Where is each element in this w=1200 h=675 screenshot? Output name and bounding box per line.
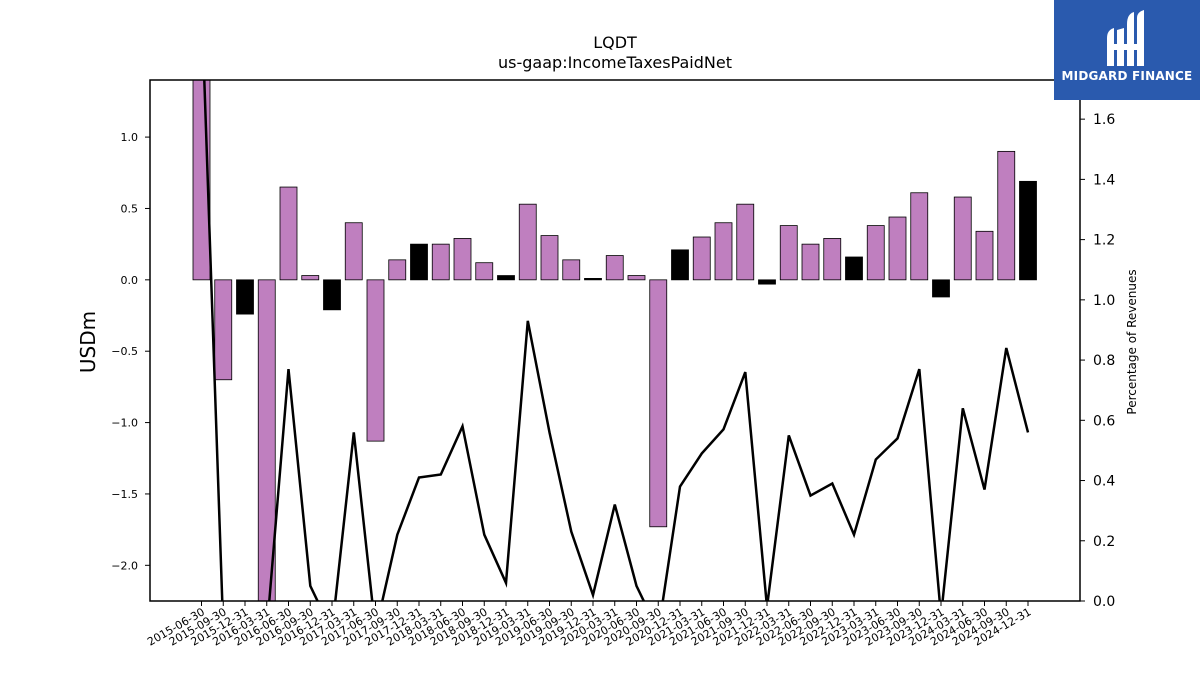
logo-text: MIDGARD FINANCE	[1061, 69, 1193, 83]
bar	[344, 222, 363, 281]
bar	[279, 186, 298, 281]
revenue-percentage-line	[203, 80, 1030, 601]
y-right-tick-label: 0.8	[1093, 353, 1115, 369]
bar	[453, 238, 472, 281]
y-right-tick-label: 1.2	[1093, 233, 1115, 249]
y-right-tick-label: 0.0	[1093, 594, 1115, 610]
bar	[236, 279, 254, 315]
bar	[214, 279, 233, 381]
bar-series	[192, 80, 1037, 601]
bar	[845, 256, 863, 281]
bar	[953, 196, 972, 281]
y-right-tick-label: 0.6	[1093, 413, 1115, 429]
bar	[323, 279, 341, 311]
chart-title: LQDT	[593, 33, 637, 52]
bar	[736, 203, 755, 281]
bar	[366, 279, 385, 442]
line-series	[203, 80, 1030, 601]
y-tick-label: −1.5	[111, 488, 138, 501]
bar	[497, 275, 515, 281]
bar	[692, 236, 711, 281]
midgard-logo-icon	[1107, 10, 1144, 66]
bar	[714, 222, 733, 281]
bar	[671, 249, 689, 281]
bar	[540, 235, 559, 281]
bar	[649, 279, 668, 528]
y-tick-label: −0.5	[111, 345, 138, 358]
plot-frame	[149, 79, 1081, 602]
y-tick-label: −2.0	[111, 559, 138, 572]
y-right-tick-label: 1.6	[1093, 112, 1115, 128]
bar	[975, 230, 994, 281]
bar	[518, 203, 537, 281]
chart-subtitle: us-gaap:IncomeTaxesPaidNet	[498, 53, 732, 72]
bar	[301, 275, 320, 281]
bar	[562, 259, 581, 281]
y-right-tick-label: 0.2	[1093, 534, 1115, 550]
bar	[997, 150, 1016, 281]
bar	[388, 259, 407, 281]
bar	[866, 225, 885, 281]
y-axis-right-label: Percentage of Revenues	[1125, 269, 1139, 414]
y-right-tick-label: 1.4	[1093, 172, 1115, 188]
bar	[431, 243, 450, 281]
bar	[410, 243, 428, 281]
y-right-tick-label: 1.0	[1093, 293, 1115, 309]
bar	[627, 275, 646, 281]
bar	[1019, 180, 1037, 281]
y-axis-label: USDm	[76, 311, 100, 373]
y-tick-label: −1.0	[111, 417, 138, 430]
bar	[801, 243, 820, 281]
y-tick-label: 1.0	[121, 131, 139, 144]
bar	[932, 279, 950, 298]
bar	[823, 238, 842, 281]
y-right-tick-label: 0.4	[1093, 474, 1115, 490]
bar	[475, 262, 494, 281]
brand-logo: MIDGARD FINANCE	[1054, 0, 1200, 100]
bar	[779, 225, 798, 281]
bar	[758, 279, 776, 285]
axes: −2.0 −1.5 −1.0 −0.5 0.0 0.5 1.0 0.0 0.2 0.4 0.6 0.8…	[111, 112, 1115, 648]
y-tick-label: 0.5	[121, 202, 139, 215]
bar	[605, 255, 624, 281]
bar	[888, 216, 907, 281]
bar	[910, 192, 929, 281]
bar	[257, 279, 276, 601]
bar	[584, 278, 602, 281]
y-tick-label: 0.0	[121, 274, 139, 287]
